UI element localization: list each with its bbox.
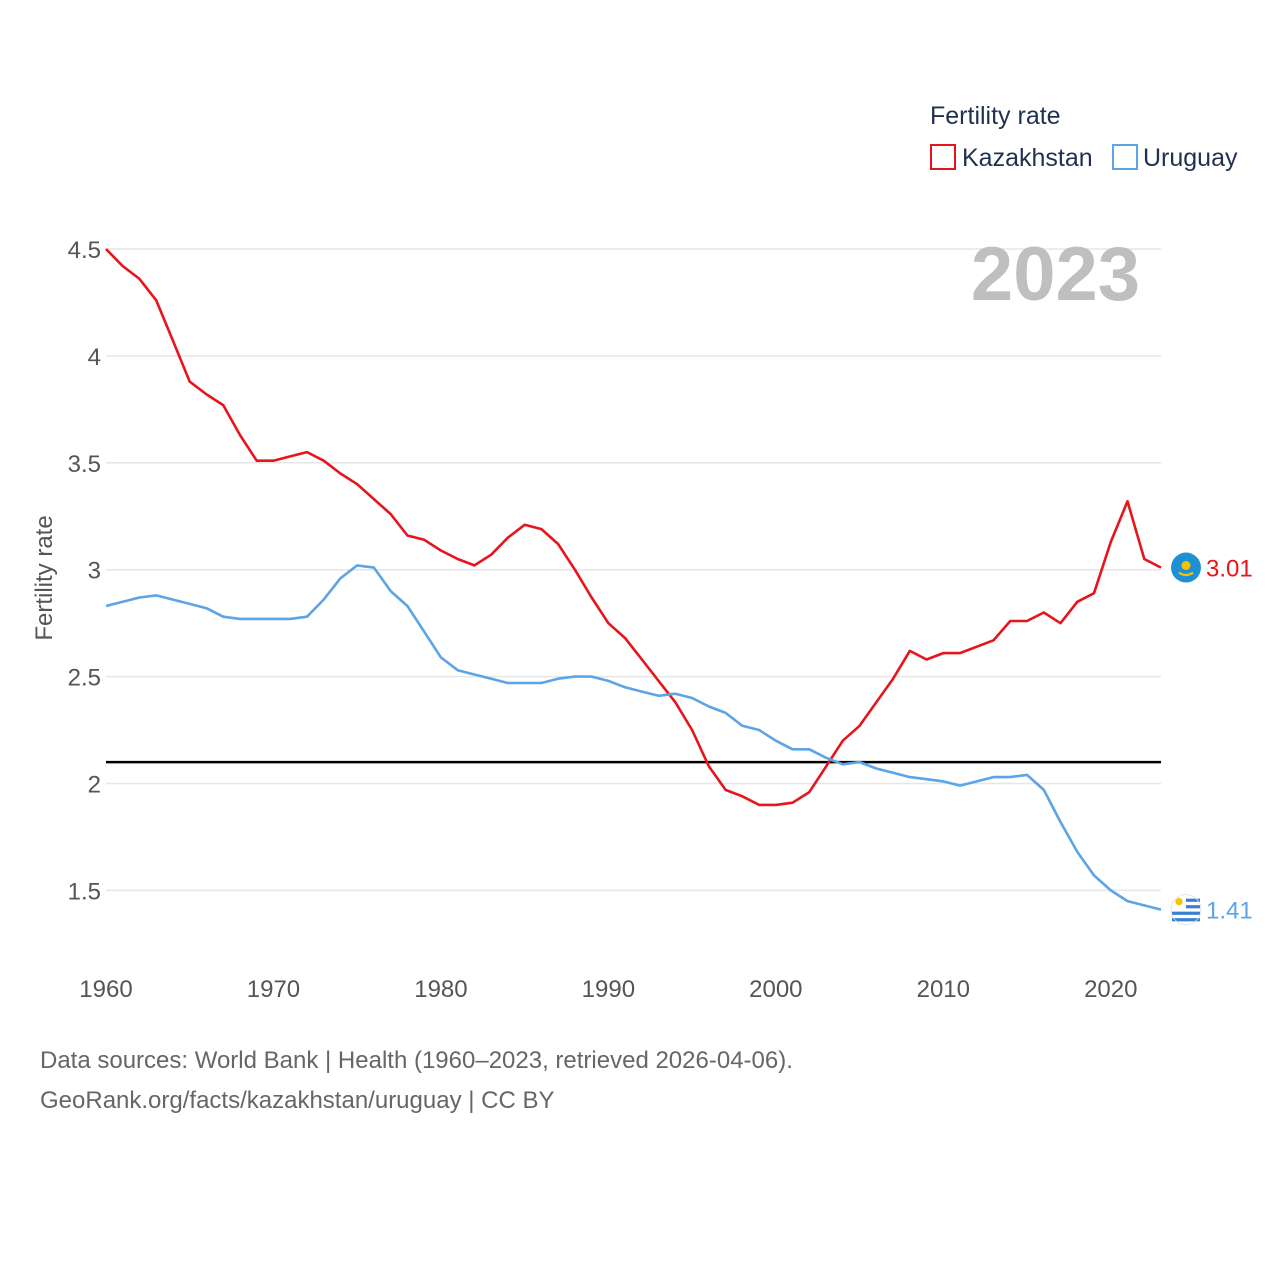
y-tick-label: 3.5 (68, 451, 101, 478)
y-tick-label: 2 (88, 772, 101, 799)
y-tick-label: 2.5 (68, 665, 101, 692)
y-axis-ticks: 1.5 2 2.5 3 3.5 4 4.5 (68, 237, 101, 905)
end-value-label-kazakhstan: 3.01 (1206, 556, 1253, 583)
end-marker-uruguay: 1.41 (1170, 894, 1253, 926)
uruguay-flag-stripe (1172, 918, 1200, 922)
x-tick-label: 1960 (79, 976, 132, 1003)
x-tick-label: 1990 (582, 976, 635, 1003)
kazakhstan-flag-eagle (1178, 571, 1194, 577)
series-end-markers: 3.01 1.41 (1170, 552, 1253, 926)
y-tick-label: 3 (88, 558, 101, 585)
y-tick-label: 4.5 (68, 237, 101, 264)
uruguay-flag-sun (1175, 898, 1183, 906)
x-axis-ticks: 1960 1970 1980 1990 2000 2010 2020 (79, 976, 1137, 1003)
legend-label-uruguay[interactable]: Uruguay (1143, 144, 1238, 172)
legend-swatch-kazakhstan[interactable] (930, 144, 956, 170)
end-marker-kazakhstan: 3.01 (1171, 552, 1253, 583)
footer-attribution[interactable]: GeoRank.org/facts/kazakhstan/uruguay | C… (40, 1087, 555, 1114)
y-tick-label: 4 (88, 344, 101, 371)
x-tick-label: 2020 (1084, 976, 1137, 1003)
series-line-uruguay (105, 564, 1162, 911)
y-tick-label: 1.5 (68, 878, 101, 905)
kazakhstan-flag-sun (1181, 561, 1191, 571)
footer-sources: Data sources: World Bank | Health (1960–… (40, 1047, 793, 1074)
end-value-label-uruguay: 1.41 (1206, 898, 1253, 925)
year-label: 2023 (971, 232, 1140, 317)
legend-title: Fertility rate (930, 102, 1061, 130)
uruguay-flag-stripe (1172, 911, 1200, 915)
x-tick-label: 1970 (247, 976, 300, 1003)
uruguay-flag-border (1170, 894, 1202, 926)
x-tick-label: 2010 (917, 976, 970, 1003)
series-line-kazakhstan (105, 248, 1162, 807)
x-tick-label: 1980 (414, 976, 467, 1003)
legend-swatch-uruguay[interactable] (1112, 144, 1138, 170)
gridlines (106, 248, 1161, 892)
legend-label-kazakhstan[interactable]: Kazakhstan (962, 144, 1093, 172)
legend: Fertility rate Kazakhstan Uruguay (930, 102, 1238, 172)
x-tick-label: 2000 (749, 976, 802, 1003)
series-lines (105, 248, 1162, 911)
y-axis-label: Fertility rate (31, 515, 58, 640)
